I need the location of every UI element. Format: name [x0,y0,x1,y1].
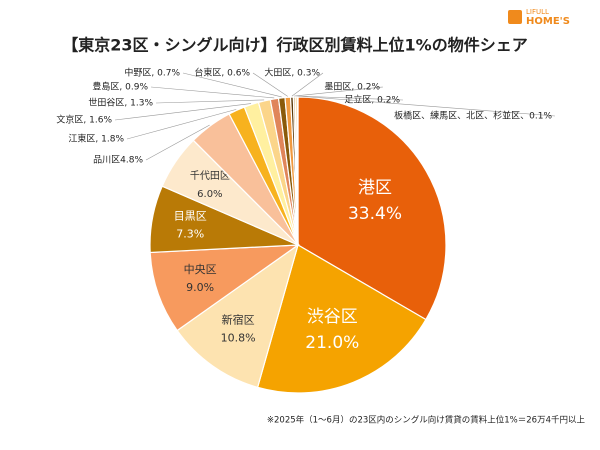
slice-label: 10.8% [221,332,256,345]
slice-label: 港区 [358,178,392,198]
leader-line [294,86,384,97]
slice-label: 33.4% [348,204,402,224]
leader-line [297,95,556,117]
leader-line [145,124,210,161]
leader-line [126,109,237,140]
slice-label: 墨田区, 0.2% [324,82,380,93]
footnote: ※2025年（1～6月）の23区内のシングル向け賃貸の賃料上位1%＝26万4千円… [267,415,586,426]
leader-line [252,72,288,97]
leader-line [296,95,404,101]
logo-text: LIFULL [526,8,549,16]
pie-slice [149,244,301,332]
logo-text: HOME'S [526,16,570,27]
slice-label: 6.0% [197,189,222,200]
slice-label: 7.3% [176,227,204,240]
leader-line [291,72,324,97]
slice-label: 21.0% [305,333,359,353]
slice-label: 板橋区、練馬区、北区、杉並区、0.1% [394,110,552,122]
pie-slice [256,244,427,394]
slice-label: 文京区, 1.6% [56,114,112,126]
pie-slice [176,243,300,389]
slice-label: 世田谷区, 1.3% [88,97,153,109]
slice-label: 中央区 [184,263,217,276]
leader-line [150,86,275,99]
slice-label: 新宿区 [222,313,255,327]
slice-label: 江東区, 1.8% [68,133,124,145]
slice-label: 大田区, 0.3% [264,67,320,79]
leader-line [182,72,282,98]
chart-title: 【東京23区・シングル向け】行政区別賃料上位1%の物件シェア [62,36,527,55]
pie-slice [297,96,447,321]
slice-label: 豊島区, 0.9% [92,81,148,93]
slice-label: 千代田区 [190,170,230,182]
slice-label: 渋谷区 [307,307,358,327]
logo-icon [508,10,522,24]
slice-label: 品川区4.8% [93,155,143,166]
leader-line [114,103,252,121]
leader-line [155,99,265,104]
slice-label: 9.0% [186,281,214,294]
slice-label: 中野区, 0.7% [124,67,180,79]
slice-label: 足立区, 0.2% [344,94,400,106]
pie-slice [296,96,299,246]
slice-label: 目黒区 [174,209,207,222]
slice-label: 台東区, 0.6% [194,67,250,79]
